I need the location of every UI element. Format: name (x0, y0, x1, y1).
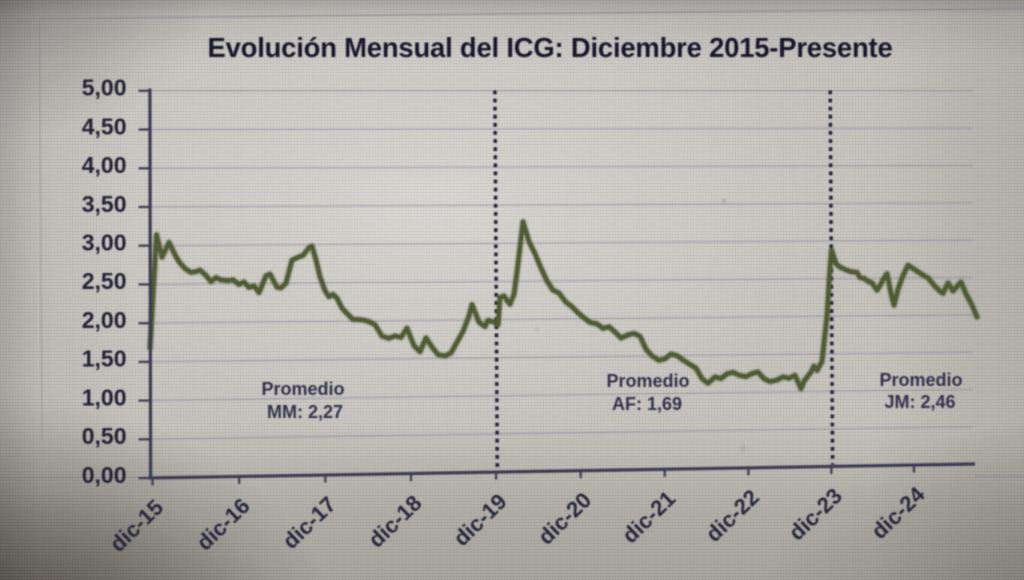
svg-text:2,00: 2,00 (82, 307, 127, 333)
svg-text:4,00: 4,00 (82, 152, 127, 178)
svg-text:dic-20: dic-20 (533, 487, 596, 549)
svg-text:dic-19: dic-19 (448, 489, 511, 551)
svg-text:5,00: 5,00 (82, 75, 127, 101)
svg-text:2,50: 2,50 (82, 268, 127, 294)
svg-text:dic-21: dic-21 (617, 486, 680, 548)
svg-text:Evolución Mensual del ICG: Dic: Evolución Mensual del ICG: Diciembre 201… (208, 32, 893, 63)
svg-text:dic-15: dic-15 (105, 495, 168, 557)
svg-text:AF: 1,69: AF: 1,69 (612, 394, 682, 414)
svg-text:MM: 2,27: MM: 2,27 (267, 402, 343, 422)
svg-text:dic-24: dic-24 (866, 481, 930, 544)
svg-text:0,00: 0,00 (82, 462, 127, 488)
svg-text:Promedio: Promedio (606, 371, 689, 391)
svg-text:0,50: 0,50 (82, 423, 127, 449)
svg-text:dic-22: dic-22 (701, 485, 764, 547)
svg-text:1,00: 1,00 (82, 384, 127, 410)
svg-text:JM: 2,46: JM: 2,46 (884, 392, 955, 412)
svg-text:4,50: 4,50 (82, 113, 127, 139)
svg-text:Promedio: Promedio (261, 379, 344, 399)
svg-text:Promedio: Promedio (879, 370, 962, 390)
svg-text:dic-16: dic-16 (192, 493, 255, 555)
svg-text:3,50: 3,50 (82, 191, 127, 217)
svg-text:3,00: 3,00 (82, 230, 127, 256)
svg-text:dic-18: dic-18 (363, 490, 426, 552)
svg-text:1,50: 1,50 (82, 346, 127, 372)
svg-text:dic-17: dic-17 (278, 492, 341, 554)
svg-text:dic-23: dic-23 (784, 483, 847, 545)
